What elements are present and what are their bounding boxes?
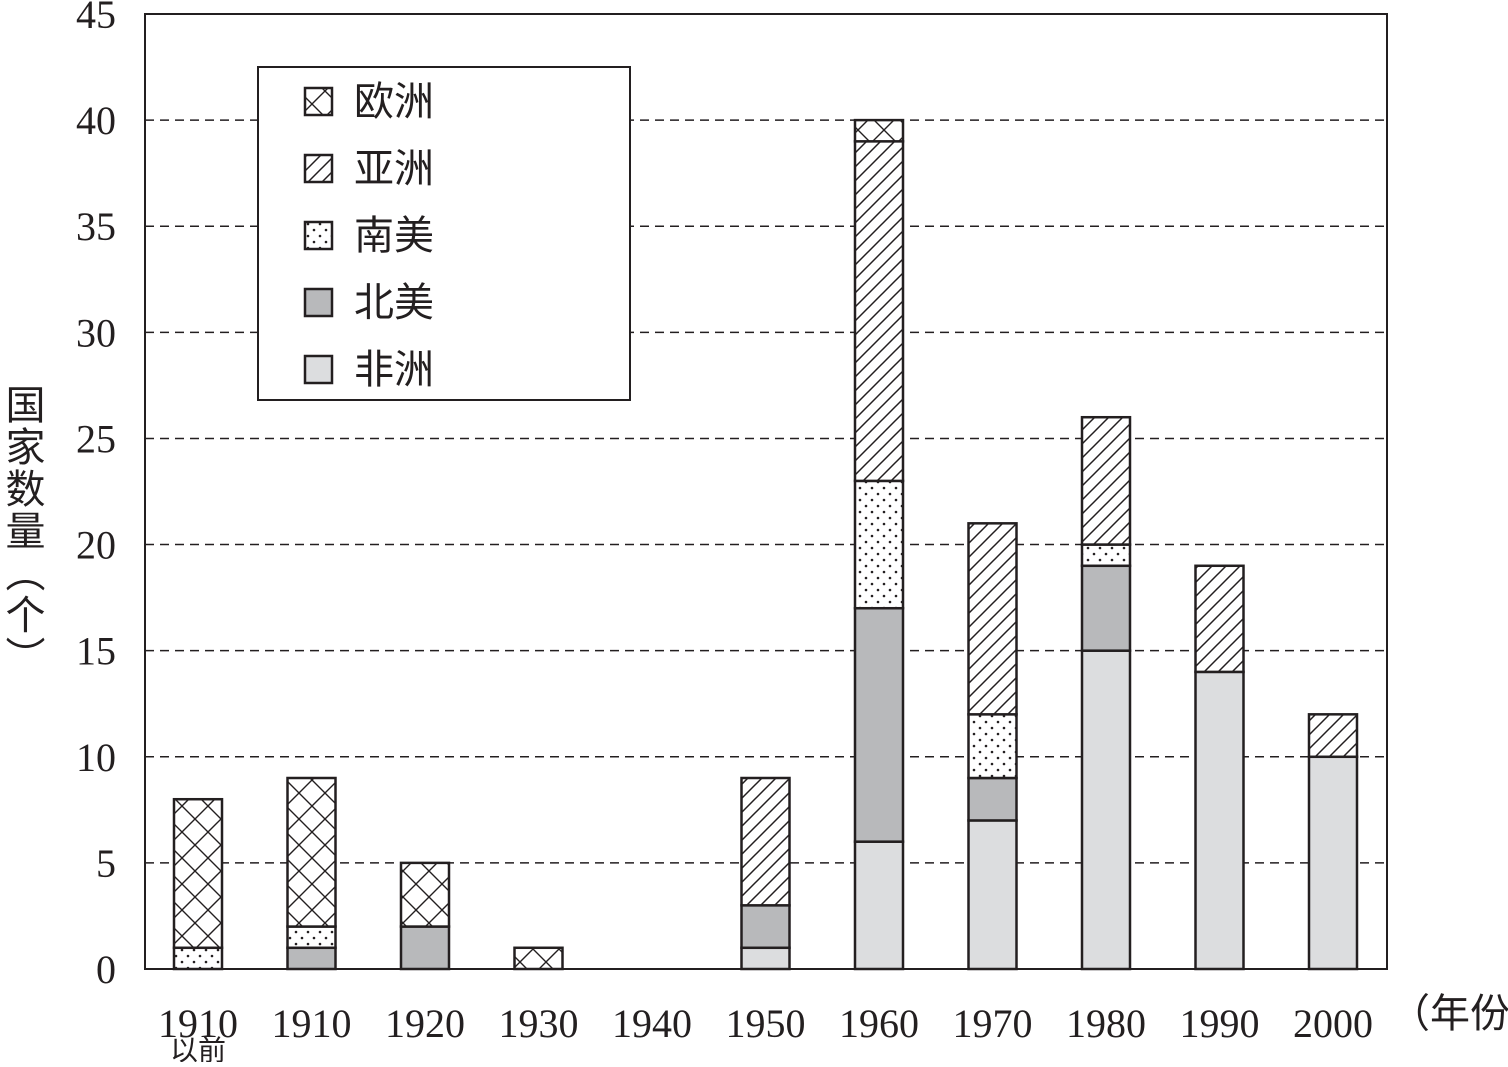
legend-label: 欧洲 xyxy=(354,79,434,124)
y-tick-label: 10 xyxy=(76,735,116,780)
x-tick-label: 1940 xyxy=(612,1001,692,1046)
y-tick-label: 40 xyxy=(76,98,116,143)
y-tick-label: 20 xyxy=(76,523,116,568)
x-tick-label: 1930 xyxy=(499,1001,579,1046)
y-tick-label: 0 xyxy=(96,947,116,992)
bar-segment xyxy=(967,819,1018,971)
y-tick-label: 45 xyxy=(76,0,116,37)
y-axis-label-text: 国家数量（个） xyxy=(0,384,46,678)
x-tick-sublabel: 以前 xyxy=(170,1035,226,1062)
bar-segment xyxy=(853,118,905,143)
bar-segment xyxy=(853,606,905,843)
bar-segment xyxy=(286,925,337,950)
y-axis-ticks: 0 5 10 15 20 25 30 35 40 45 xyxy=(76,0,116,992)
x-tick-label: 1980 xyxy=(1066,1001,1146,1046)
y-tick-label: 30 xyxy=(76,310,116,355)
bar-segment xyxy=(1080,564,1132,652)
legend-swatch xyxy=(303,86,334,117)
bar-segment xyxy=(1307,755,1359,971)
legend-label: 北美 xyxy=(354,280,434,325)
bar-segment xyxy=(399,861,451,928)
x-tick-label: 1970 xyxy=(953,1001,1033,1046)
bar-segment xyxy=(399,925,451,971)
bar-segment xyxy=(967,713,1018,780)
y-axis-label: 国家数量（个） xyxy=(0,384,46,678)
bar-segment xyxy=(740,904,791,950)
bars xyxy=(172,118,1359,971)
bar-segment xyxy=(1307,713,1359,759)
bar-segment xyxy=(853,140,905,483)
plot-frame xyxy=(144,13,1388,970)
bar-segment xyxy=(967,776,1018,822)
bar-segment xyxy=(1080,543,1132,568)
bar-segment xyxy=(967,522,1018,716)
y-tick-label: 25 xyxy=(76,416,116,461)
legend-label: 南美 xyxy=(354,213,434,258)
x-tick-label: 1910 xyxy=(158,1001,238,1046)
bar-segment xyxy=(1194,670,1245,971)
x-tick-label: 1920 xyxy=(385,1001,465,1046)
x-tick-label: 1910 xyxy=(272,1001,352,1046)
x-axis-label: （年份） xyxy=(1390,991,1508,1036)
y-tick-label: 5 xyxy=(96,841,116,886)
bar-segment xyxy=(1080,649,1132,971)
bar-segment xyxy=(740,946,791,971)
x-tick-label: 2000 xyxy=(1293,1001,1373,1046)
bar-segment xyxy=(513,946,564,971)
gridlines xyxy=(145,119,1387,864)
x-tick-label: 1950 xyxy=(726,1001,806,1046)
bar-segment xyxy=(286,776,337,928)
x-tick-label: 1990 xyxy=(1180,1001,1260,1046)
bar-segment xyxy=(853,479,905,610)
bar-segment xyxy=(740,776,791,907)
legend-swatch xyxy=(303,220,334,251)
bar-segment xyxy=(172,797,224,950)
legend-swatch xyxy=(303,287,334,318)
bar-segment xyxy=(1080,415,1132,546)
y-tick-label: 15 xyxy=(76,629,116,674)
legend-swatch xyxy=(303,354,334,385)
legend-swatch xyxy=(303,153,334,184)
bar-segment xyxy=(1194,564,1245,674)
x-tick-label: 1960 xyxy=(839,1001,919,1046)
legend-label: 亚洲 xyxy=(354,146,434,191)
bar-segment xyxy=(172,946,224,971)
y-tick-label: 35 xyxy=(76,204,116,249)
bar-segment xyxy=(853,840,905,971)
legend-label: 非洲 xyxy=(354,347,434,392)
bar-segment xyxy=(286,946,337,971)
